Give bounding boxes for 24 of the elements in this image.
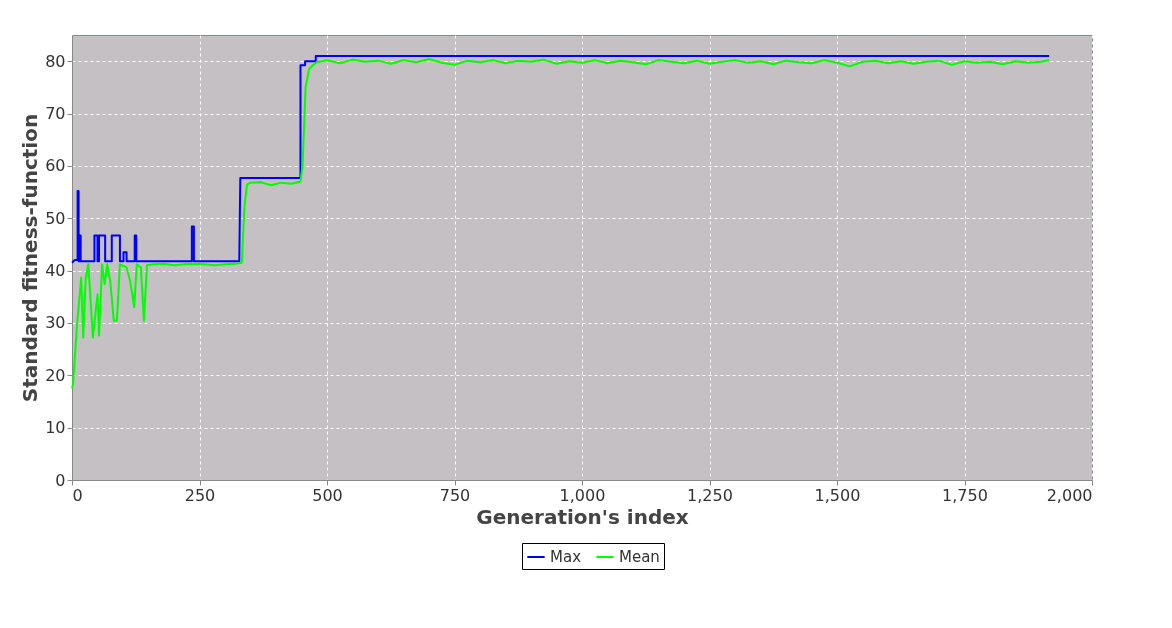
x-tick-label: 2,000 — [1046, 485, 1093, 505]
y-tick-label: 40 — [45, 261, 66, 281]
x-tick-label: 1,000 — [559, 485, 606, 505]
y-tick-label: 20 — [45, 365, 66, 385]
y-tick-label: 60 — [45, 156, 66, 176]
y-tick-label: 10 — [45, 418, 66, 438]
x-axis-title: Generation's index — [476, 504, 689, 529]
y-tick-label: 70 — [45, 104, 66, 124]
x-tick-label: 500 — [312, 485, 343, 505]
x-tick-label: 250 — [184, 485, 216, 505]
x-tick-label: 1,750 — [942, 485, 988, 505]
y-axis-title: Standard fitness-function — [18, 113, 43, 403]
y-tick-label: 30 — [45, 313, 66, 333]
x-tick-label: 0 — [72, 485, 83, 505]
line-series — [71, 54, 1051, 264]
x-tick-label: 750 — [439, 485, 471, 505]
x-tick-label: 1,250 — [687, 485, 733, 505]
y-tick-label: 0 — [55, 470, 66, 490]
y-tick-label: 50 — [45, 208, 66, 228]
legend-label: Mean — [619, 548, 660, 566]
y-tick-label: 80 — [45, 51, 66, 71]
legend-label: Max — [550, 548, 582, 566]
x-tick-label: 1,500 — [814, 485, 861, 505]
line-series — [71, 58, 1051, 390]
